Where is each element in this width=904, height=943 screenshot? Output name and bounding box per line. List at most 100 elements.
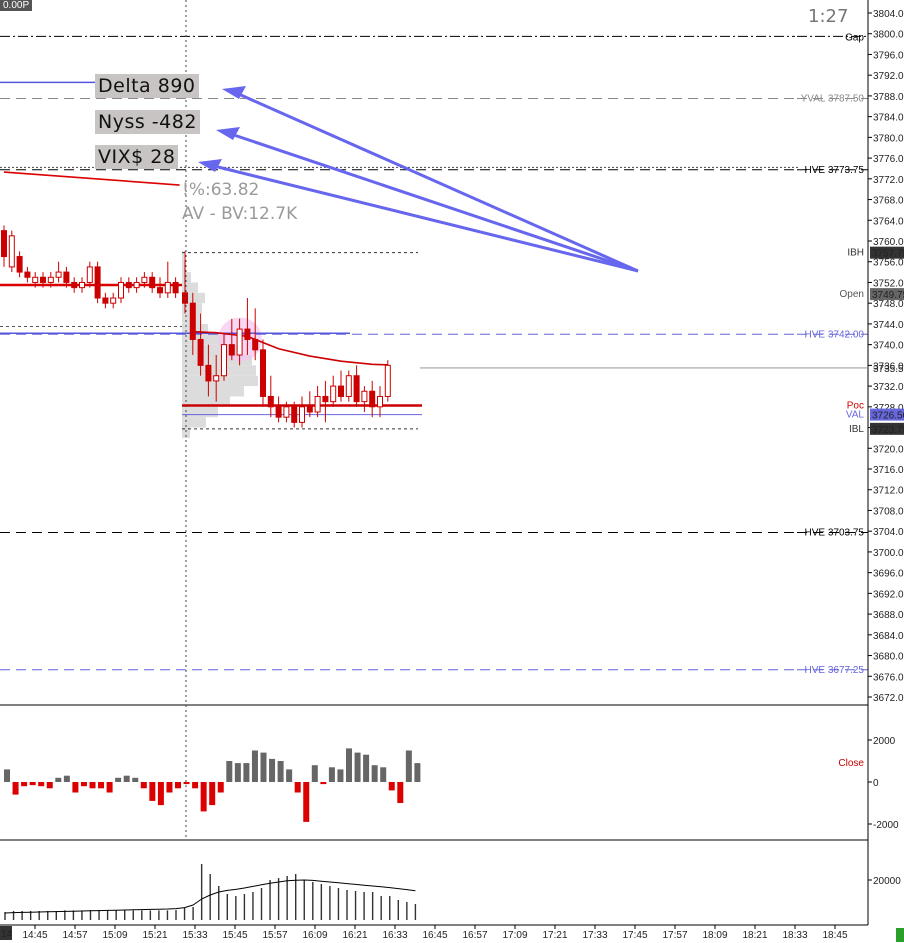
price-tick-label: 3744.00: [873, 320, 904, 331]
candle-body: [361, 390, 368, 403]
price-tick-label: 3764.00: [873, 216, 904, 227]
candle-body: [141, 276, 148, 283]
delta-bar: [72, 782, 79, 793]
price-tick-label: 3672.00: [873, 693, 904, 704]
price-levels: Gap YVAL 3787.50 HVE 3773.75 IBH Open HVE 374…: [0, 32, 868, 676]
profile-bar: [182, 261, 186, 273]
time-tick-label: 18:21: [742, 930, 767, 941]
candle-body: [260, 349, 266, 397]
candle-body: [182, 292, 188, 304]
price-tick-label: 3756.00: [873, 258, 904, 269]
time-tick-label: 15:45: [222, 930, 247, 941]
candle-body: [267, 395, 274, 408]
price-tick-label: 3720.00: [873, 444, 904, 455]
arrow-head: [222, 86, 246, 99]
price-flag-label: 3726.50: [872, 411, 904, 422]
price-tick-label: 3696.00: [873, 569, 904, 580]
delta-bar: [414, 763, 421, 782]
last-price-label: 3735.50: [873, 364, 904, 375]
delta-bar: [303, 782, 310, 822]
delta-badge: Delta 890: [95, 74, 199, 98]
candle-body: [384, 364, 391, 397]
price-tick-label: 3796.00: [873, 50, 904, 61]
delta-bar: [89, 782, 96, 789]
time-start-label: 14: [1, 929, 13, 940]
profile-bar: [182, 344, 240, 355]
time-tick-label: 18:09: [702, 930, 727, 941]
profile-bar: [182, 427, 190, 438]
delta-bar: [175, 782, 181, 789]
candle-body: [377, 395, 383, 408]
candle-body: [32, 276, 39, 283]
delta-bar: [363, 754, 370, 782]
arrow-shaft: [233, 90, 639, 273]
price-flag-label: 3723.75: [872, 425, 904, 436]
delta-bar: [166, 782, 173, 793]
delta-bar: [132, 777, 139, 782]
profile-bar: [182, 292, 205, 304]
candle-body: [275, 406, 282, 418]
time-tick-label: 15:33: [182, 930, 207, 941]
price-tick-label: 3688.00: [873, 610, 904, 621]
time-tick-label: 18:45: [822, 930, 847, 941]
delta-bar: [311, 765, 318, 782]
time-tick-label: 16:21: [342, 930, 367, 941]
level-label: HVE 3742.00: [805, 329, 865, 340]
time-tick-label: 16:45: [422, 930, 447, 941]
vwap-lines: [3, 171, 388, 366]
price-tick-label: 3772.00: [873, 175, 904, 186]
nyss-badge: Nyss -482: [95, 110, 200, 134]
candle-body: [8, 235, 15, 268]
time-tick-label: 16:57: [462, 930, 487, 941]
candle-body: [369, 390, 376, 408]
delta-bar: [243, 763, 250, 782]
delta-tick-label: 0: [873, 778, 879, 789]
percent-stat: !%:63.82: [182, 180, 260, 200]
price-tick-label: 3800.00: [873, 30, 904, 41]
candle-body: [291, 406, 298, 423]
candle-body: [221, 344, 227, 377]
time-tick-label: 14:57: [62, 930, 87, 941]
time-tick-label: 17:45: [622, 930, 647, 941]
profile-bar: [182, 282, 198, 293]
corner-marker: [896, 928, 904, 942]
profile-bar: [182, 365, 256, 376]
level-label: IBH: [847, 248, 864, 259]
level-label: HVE 3677.25: [805, 665, 865, 676]
time-tick-label: 16:09: [302, 930, 327, 941]
volume-pane[interactable]: 20000: [0, 839, 901, 920]
delta-bar: [405, 750, 412, 782]
delta-pane[interactable]: 2000 0 -2000 Close: [0, 704, 899, 831]
time-tick-label: 17:09: [502, 930, 527, 941]
price-tick-label: 3740.00: [873, 341, 904, 352]
candlesticks[interactable]: [1, 225, 391, 428]
annotation-arrows: [198, 86, 639, 273]
profile-bar: [182, 251, 184, 262]
level-label: VAL: [846, 410, 865, 421]
delta-bar: [149, 782, 156, 801]
delta-bar: [123, 775, 130, 782]
price-tick-label: 3792.00: [873, 71, 904, 82]
candle-body: [133, 281, 140, 289]
candle-body: [197, 338, 204, 366]
level-label: YVAL 3787.50: [801, 94, 865, 105]
delta-tick-label: 2000: [873, 736, 896, 747]
delta-bar: [106, 782, 113, 793]
price-tick-label: 3680.00: [873, 652, 904, 663]
candle-body: [71, 281, 78, 289]
delta-bar: [380, 767, 387, 782]
delta-bar: [251, 750, 258, 782]
delta-bar: [337, 769, 344, 782]
delta-bar: [98, 782, 105, 789]
candle-body: [353, 375, 360, 403]
time-tick-label: 15:09: [102, 930, 127, 941]
candle-body: [86, 266, 93, 283]
time-tick-label: 15:57: [262, 930, 287, 941]
price-tick-label: 3788.00: [873, 92, 904, 103]
price-tick-label: 3692.00: [873, 589, 904, 600]
delta-bar: [328, 767, 335, 782]
candle-body: [330, 385, 337, 403]
candle-body: [149, 276, 156, 289]
